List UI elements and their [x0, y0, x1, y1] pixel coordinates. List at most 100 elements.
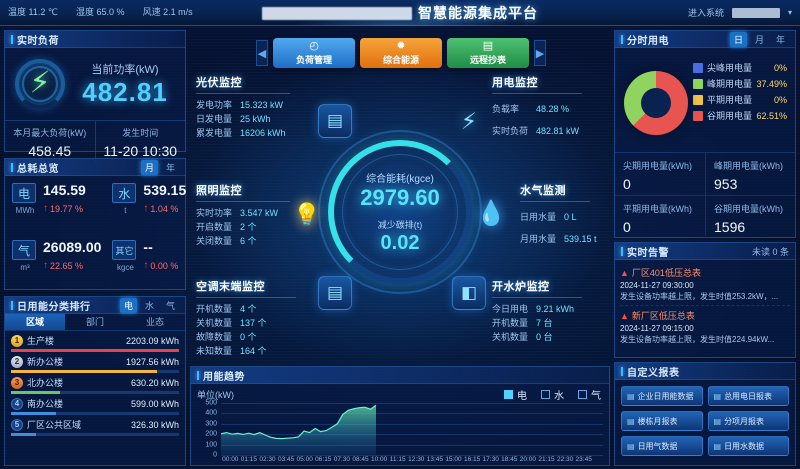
cell-value: 953	[714, 176, 738, 192]
period-tabs: 日 月 年	[729, 31, 789, 47]
stat-key: 月用水量	[520, 234, 557, 244]
report-button-enterprise-daily-energy[interactable]: ▤ 企业日用能数据	[621, 386, 703, 406]
nav-button-integrated-energy[interactable]: ✹ 综合能源	[360, 38, 442, 68]
stat-row: 月用水量 539.15 t	[520, 228, 597, 250]
consumption-item-gas: 气 m³ 26089.00 ↑ 22.65 %	[5, 233, 105, 290]
list-item[interactable]: 3 北办公楼 630.20 kWh	[11, 376, 179, 394]
report-button-subitem-monthly[interactable]: ▤ 分项月报表	[707, 411, 789, 431]
legend-toggle-gas[interactable]: 气	[578, 387, 601, 402]
legend-item: 峰期用电量 37.49%	[693, 76, 791, 92]
tab-water[interactable]: 水	[144, 300, 154, 311]
legend-toggle-water[interactable]: 水	[541, 387, 564, 402]
legend-percent: 62.51%	[756, 111, 787, 121]
tab-year[interactable]: 年	[775, 34, 785, 45]
tou-cell-peak: 峰期用电量(kWh) 953	[705, 153, 795, 195]
weather-windspeed: 风速 2.1 m/s	[142, 7, 193, 17]
x-tick: 02:30	[259, 456, 276, 463]
button-label: 日用气数据	[637, 441, 678, 451]
tab-business-type[interactable]: 业态	[145, 317, 164, 327]
tab-gas[interactable]: 气	[165, 300, 175, 311]
monthly-max-value: 458.45	[28, 143, 72, 159]
legend-label: 电	[517, 391, 527, 402]
gridline	[221, 455, 603, 456]
report-button-building-monthly[interactable]: ▤ 楼栋月报表	[621, 411, 703, 431]
tou-cell-flat: 平期用电量(kWh) 0	[615, 194, 705, 237]
donut-chart-wrap	[619, 54, 693, 152]
arrow-up-icon: ↑	[43, 260, 48, 272]
x-tick: 10:00	[370, 456, 388, 463]
user-name[interactable]	[731, 7, 780, 18]
alarm-list: ▲ 厂区401低压总表 2024-11-27 09:30:00 发生设备功率越上…	[615, 260, 795, 351]
water-gas-monitoring-block: 水气监测 日用水量 0 L 月用水量 539.15 t	[520, 182, 597, 250]
plot-area	[221, 403, 603, 456]
panel-header: 日用能分类排行 电 水 气	[5, 297, 185, 314]
tab-department[interactable]: 部门	[85, 317, 104, 327]
item-delta: ↑ 1.04 %	[143, 203, 186, 214]
stat-value: 137 个	[240, 318, 267, 328]
stat-key: 开机数量	[196, 304, 233, 314]
monthly-max-load: 本月最大负荷(kW) 458.45	[5, 121, 95, 164]
stat-key: 开启数量	[196, 222, 233, 232]
enter-system-link[interactable]: 进入系统	[687, 8, 724, 18]
panel-header: 实时负荷	[5, 31, 185, 48]
rank-name: 生产楼	[27, 336, 55, 346]
button-label: 楼栋月报表	[637, 416, 678, 426]
list-item[interactable]: 5 厂区公共区域 326.30 kWh	[11, 418, 179, 436]
rank-progress	[11, 370, 179, 373]
stat-key: 负载率	[492, 104, 520, 114]
report-button-total-electricity-daily[interactable]: ▤ 总用电日报表	[707, 386, 789, 406]
panel-title: 分时用电	[627, 35, 669, 47]
rank-medal-icon: 2	[11, 355, 23, 368]
accent-bar	[11, 300, 13, 310]
nav-button-label: 综合能源	[382, 54, 419, 65]
legend-label: 水	[554, 391, 564, 402]
gauge-value-carbon: 0.02	[380, 231, 420, 254]
consumption-item-other: 其它 kgce -- ↑ 0.00 %	[105, 233, 190, 290]
list-item[interactable]: 4 南办公楼 599.00 kWh	[11, 397, 179, 415]
stat-key: 累发电量	[196, 128, 233, 138]
legend-item: 平期用电量 0%	[693, 92, 791, 108]
list-item[interactable]: 1 生产楼 2203.09 kWh	[11, 334, 179, 352]
button-label: 总用电日报表	[724, 391, 773, 401]
button-label: 分项月报表	[724, 416, 765, 426]
item-unit: m³	[20, 263, 30, 272]
document-icon: ▤	[627, 416, 635, 426]
legend-toggle-electricity[interactable]: 电	[504, 387, 527, 402]
stat-row: 开机数量 4 个	[196, 302, 296, 316]
tab-electricity[interactable]: 电	[119, 297, 137, 313]
nav-button-remote-meter-reading[interactable]: ▤ 远程抄表	[447, 38, 529, 68]
electricity-monitoring-block: 用电监控 负载率 48.28 % 实时负荷 482.81 kW	[492, 74, 582, 142]
nav-button-load-management[interactable]: ◴ 负荷管理	[273, 38, 355, 68]
tab-area[interactable]: 区域	[5, 314, 65, 330]
tab-month[interactable]: 月	[140, 159, 158, 175]
stat-value: 539.15 t	[564, 234, 597, 244]
stat-row: 实时负荷 482.81 kW	[492, 120, 582, 142]
nav-next-button[interactable]: ▶	[534, 40, 546, 66]
item-delta-value: 19.77 %	[50, 203, 84, 214]
rank-value: 326.30 kWh	[130, 419, 179, 430]
lighting-monitoring-block: 照明监控 实时功率 3.547 kW 开启数量 2 个 关闭数量 6 个	[196, 182, 290, 248]
item-delta: ↑ 19.77 %	[43, 203, 101, 214]
report-button-daily-water[interactable]: ▤ 日用水数据	[707, 436, 789, 456]
tab-year[interactable]: 年	[165, 162, 175, 173]
consumption-item-water: 水 t 539.15 ↑ 1.04 %	[105, 176, 190, 233]
custom-reports-panel: 自定义报表 ▤ 企业日用能数据 ▤ 总用电日报表 ▤ 楼栋月报表 ▤ 分项月报表 ▤ 日用…	[614, 362, 796, 466]
x-tick: 06:15	[315, 456, 332, 463]
list-item[interactable]: ▲ 厂区401低压总表 2024-11-27 09:30:00 发生设备功率越上…	[620, 263, 790, 306]
stat-value: 48.28 %	[536, 104, 570, 114]
list-item[interactable]: 2 新办公楼 1927.56 kWh	[11, 355, 179, 373]
stat-value: 482.81 kW	[536, 126, 580, 136]
chevron-down-icon[interactable]: ▾	[787, 8, 792, 17]
ring-inner	[22, 66, 58, 102]
tab-month[interactable]: 月	[754, 34, 764, 45]
legend-swatch	[693, 111, 703, 121]
accent-bar	[11, 34, 13, 44]
gauge-value-energy: 2979.60	[360, 185, 440, 211]
row-line: 3 北办公楼 630.20 kWh	[11, 376, 179, 389]
tab-day[interactable]: 日	[729, 31, 747, 47]
nav-prev-button[interactable]: ◀	[256, 40, 268, 66]
list-item[interactable]: ▲ 新厂区低压总表 2024-11-27 09:15:00 发生设备功率越上限，…	[620, 306, 790, 348]
boiler-monitoring-block: 开水炉监控 今日用电 9.21 kWh 开机数量 7 台 关机数量 0 台	[492, 278, 582, 344]
report-button-daily-gas[interactable]: ▤ 日用气数据	[621, 436, 703, 456]
legend-item: 谷期用电量 62.51%	[693, 108, 791, 124]
